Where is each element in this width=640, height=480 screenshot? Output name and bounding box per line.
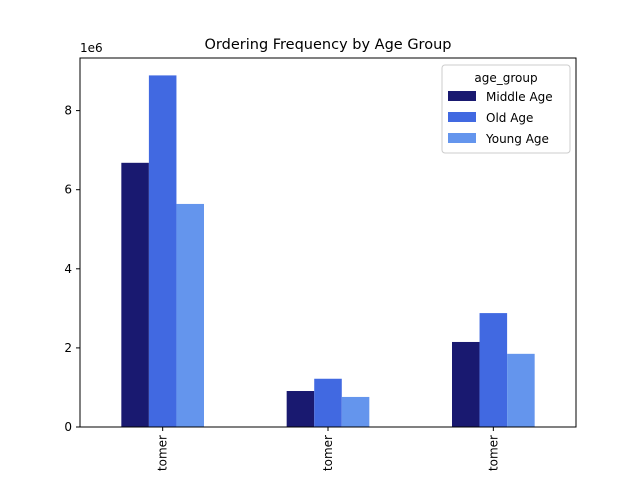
bar-young-age-1 (341, 396, 370, 427)
legend-swatch-young-age (448, 133, 476, 143)
y-axis-ticks: 0 2 4 6 8 (64, 104, 80, 434)
legend-box (441, 64, 571, 154)
y-tick-label: 6 (64, 183, 72, 197)
bar-young-age-0 (176, 203, 204, 427)
bars-group (121, 75, 535, 428)
x-tick-label: tomer (156, 435, 170, 471)
y-tick-label: 0 (64, 420, 72, 434)
y-axis-scale-label: 1e6 (80, 41, 103, 55)
x-tick-label: tomer (486, 435, 500, 471)
x-tick-label: tomer (321, 435, 335, 471)
bar-middle-age-2 (452, 341, 480, 427)
plot-frame (79, 57, 577, 428)
bar-young-age-2 (507, 353, 535, 427)
bar-middle-age-1 (286, 391, 315, 427)
legend-label-middle-age: Middle Age (486, 90, 553, 104)
bar-middle-age-0 (121, 162, 149, 427)
legend-label-young-age: Young Age (485, 132, 549, 146)
bar-old-age-2 (479, 313, 508, 427)
bar-old-age-0 (148, 75, 177, 428)
legend-label-old-age: Old Age (486, 111, 533, 125)
legend-items: Middle Age Old Age Young Age (448, 90, 553, 146)
y-tick-label: 2 (64, 341, 72, 355)
y-tick-label: 8 (64, 104, 72, 118)
bar-old-age-1 (314, 378, 342, 427)
y-tick-label: 4 (64, 262, 72, 276)
legend-swatch-old-age (448, 112, 476, 122)
legend-title: age_group (474, 71, 537, 85)
legend-swatch-middle-age (448, 91, 476, 101)
x-axis-ticks: tomer tomer tomer (156, 427, 500, 471)
chart-title: Ordering Frequency by Age Group (205, 37, 452, 53)
legend: age_group Middle Age Old Age Young Age (441, 64, 571, 154)
